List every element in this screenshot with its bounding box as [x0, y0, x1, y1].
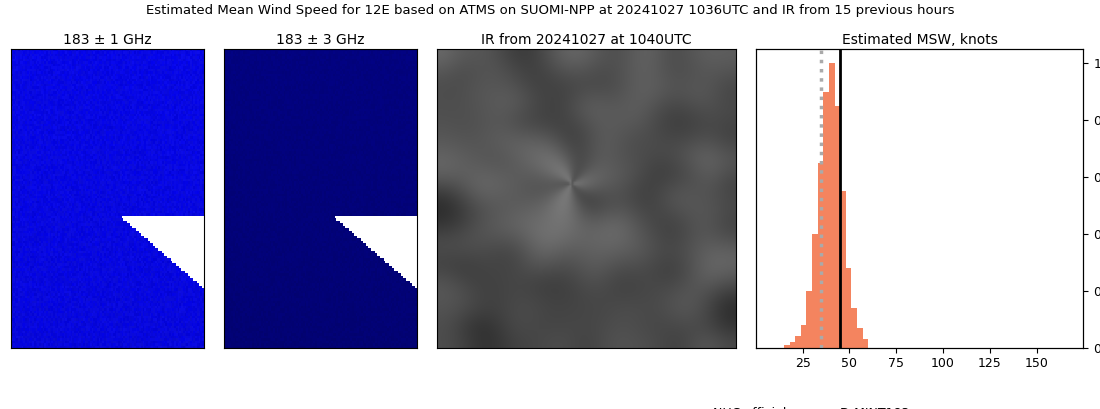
- Bar: [795, 336, 801, 348]
- Title: IR from 20241027 at 1040UTC: IR from 20241027 at 1040UTC: [481, 33, 692, 47]
- Bar: [840, 191, 846, 348]
- Bar: [857, 328, 862, 348]
- Bar: [790, 342, 795, 348]
- Bar: [806, 291, 812, 348]
- Legend: NHC official, D-MINT183 average: NHC official, D-MINT183 average: [673, 402, 970, 409]
- Bar: [801, 325, 806, 348]
- Bar: [862, 339, 868, 348]
- Title: Estimated MSW, knots: Estimated MSW, knots: [842, 33, 998, 47]
- Bar: [835, 106, 840, 348]
- Bar: [812, 234, 817, 348]
- Bar: [846, 268, 851, 348]
- Bar: [829, 63, 835, 348]
- Bar: [823, 92, 829, 348]
- Bar: [817, 163, 823, 348]
- Text: Estimated Mean Wind Speed for 12E based on ATMS on SUOMI-NPP at 20241027 1036UTC: Estimated Mean Wind Speed for 12E based …: [145, 4, 955, 17]
- Title: 183 ± 3 GHz: 183 ± 3 GHz: [276, 33, 364, 47]
- Bar: [851, 308, 857, 348]
- Bar: [784, 345, 790, 348]
- Title: 183 ± 1 GHz: 183 ± 1 GHz: [63, 33, 152, 47]
